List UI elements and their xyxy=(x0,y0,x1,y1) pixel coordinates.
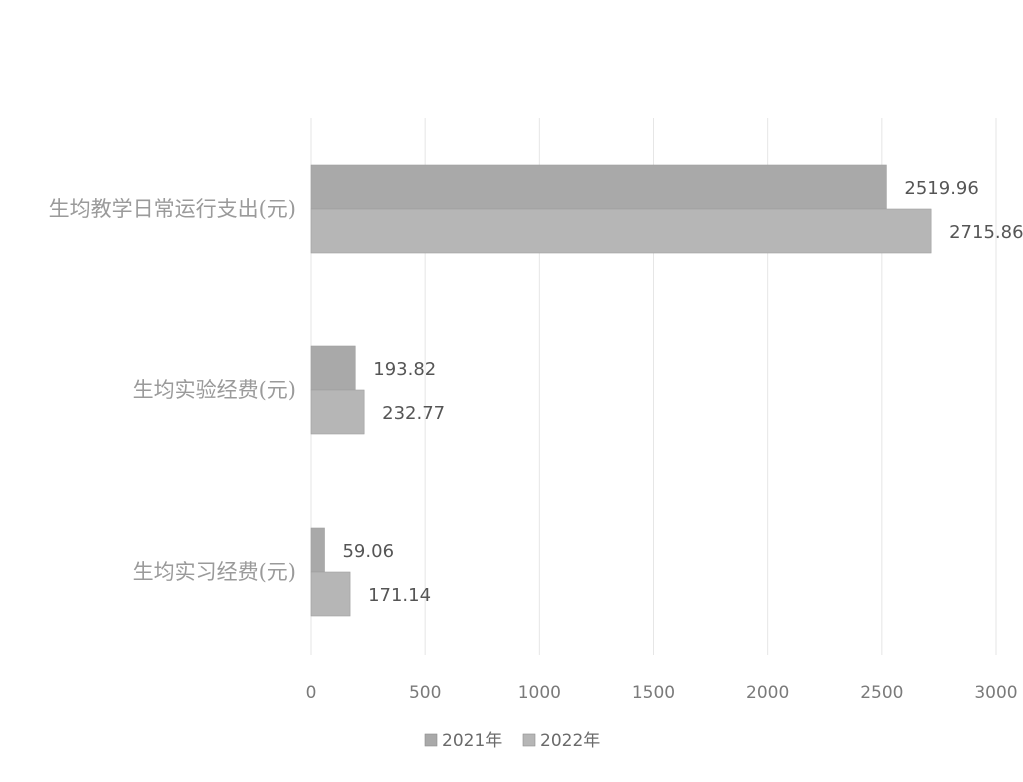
x-tick-label: 0 xyxy=(306,683,317,703)
data-labels: 2519.96 2715.86 193.82 232.77 59.06 171.14 xyxy=(342,178,1023,606)
x-tick-label: 1500 xyxy=(632,683,675,703)
bar-2021 xyxy=(310,527,325,573)
legend-swatch xyxy=(522,733,536,747)
bars xyxy=(310,164,932,617)
bar-2021 xyxy=(310,345,356,391)
legend-swatch xyxy=(424,733,438,747)
x-tick-label: 3000 xyxy=(974,683,1017,703)
x-tick-label: 2000 xyxy=(746,683,789,703)
data-label: 232.77 xyxy=(382,403,445,424)
legend-label: 2022年 xyxy=(540,731,600,751)
data-label: 2715.86 xyxy=(949,222,1023,243)
data-label: 171.14 xyxy=(368,585,431,606)
category-label: 生均实验经费(元) xyxy=(133,378,296,402)
data-label: 2519.96 xyxy=(904,178,978,199)
x-tick-label: 500 xyxy=(409,683,441,703)
data-label: 59.06 xyxy=(342,541,394,562)
category-label: 生均教学日常运行支出(元) xyxy=(49,197,296,221)
x-axis-ticks: 0 500 1000 1500 2000 2500 3000 xyxy=(306,683,1018,703)
category-label: 生均实习经费(元) xyxy=(133,560,296,584)
legend: 2021年 2022年 xyxy=(424,731,600,751)
x-tick-label: 2500 xyxy=(860,683,903,703)
bar-2021 xyxy=(310,164,887,210)
legend-label: 2021年 xyxy=(442,731,502,751)
bar-2022 xyxy=(310,389,365,435)
bar-2022 xyxy=(310,571,351,617)
category-labels: 生均教学日常运行支出(元) 生均实验经费(元) 生均实习经费(元) xyxy=(49,197,296,584)
x-tick-label: 1000 xyxy=(518,683,561,703)
bar-2022 xyxy=(310,208,932,254)
data-label: 193.82 xyxy=(373,359,436,380)
